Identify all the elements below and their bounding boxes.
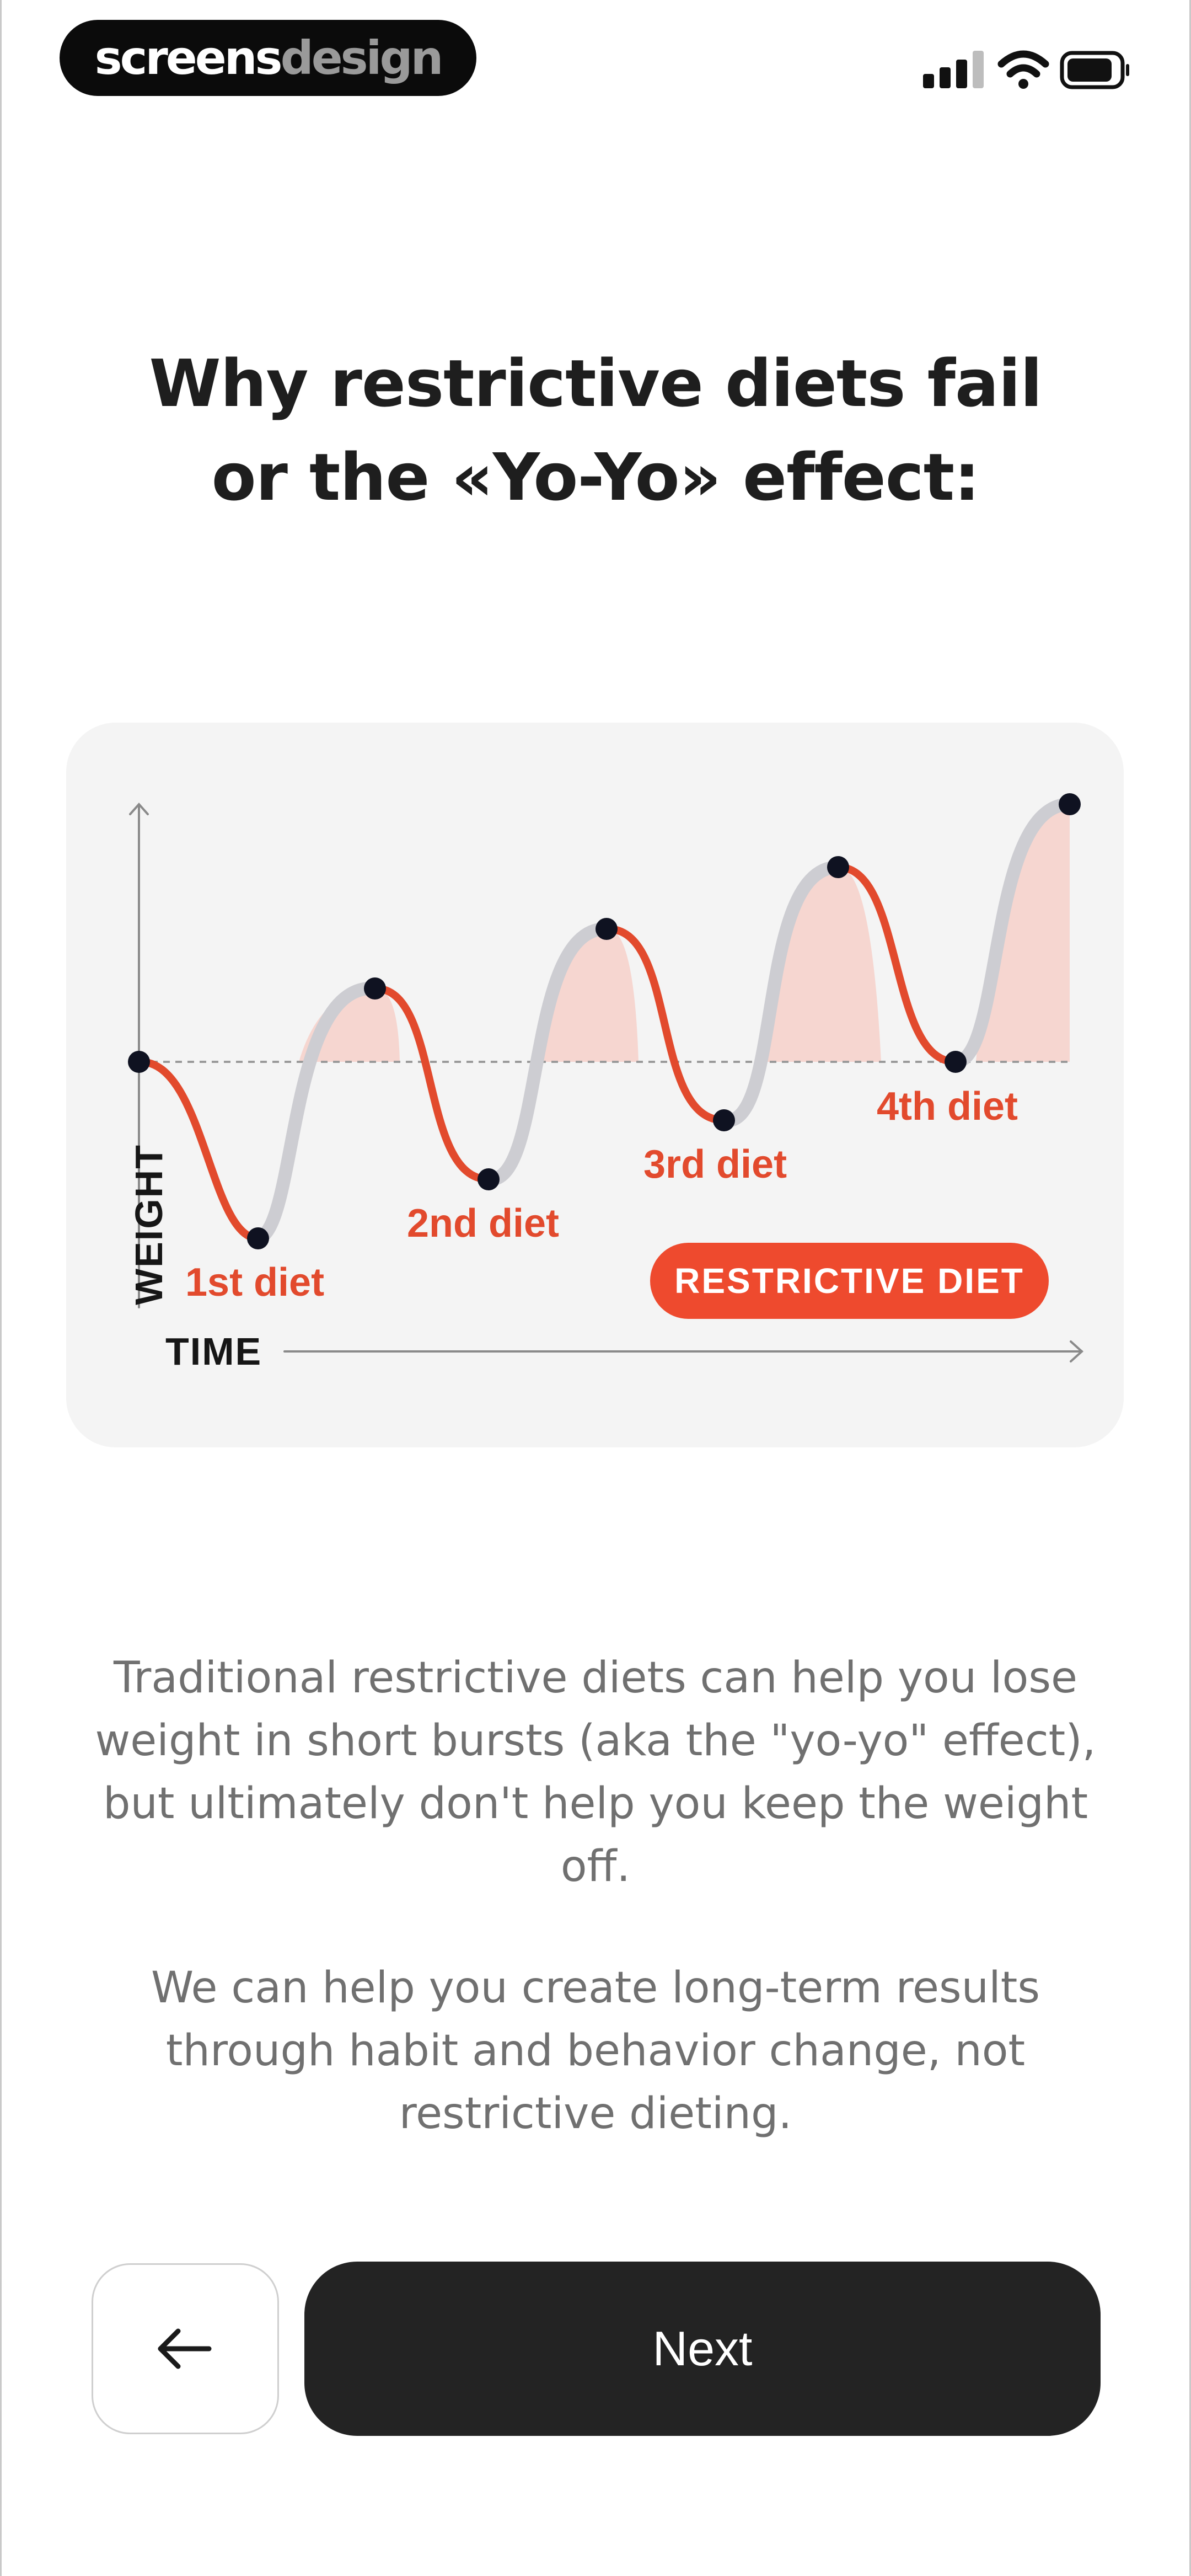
title-line-2: or the «Yo-Yo» effect: bbox=[211, 439, 980, 515]
page-title: Why restrictive diets fail or the «Yo-Yo… bbox=[0, 336, 1191, 524]
diet-label-2: 2nd diet bbox=[407, 1201, 560, 1246]
diet-curves bbox=[135, 863, 959, 1242]
status-icons bbox=[923, 50, 1129, 89]
y-axis-label: WEIGHT bbox=[127, 1144, 170, 1305]
body-paragraph-2: We can help you create long-term results… bbox=[151, 1963, 1040, 2139]
restrictive-diet-badge: RESTRICTIVE DIET bbox=[650, 1243, 1049, 1319]
frame-edge-right bbox=[1189, 0, 1191, 2576]
brand-text-screens: screens bbox=[94, 31, 283, 85]
yo-yo-chart-card: WEIGHT TIME 1st diet 2nd diet 3rd diet 4… bbox=[66, 723, 1124, 1447]
rebound-curves bbox=[251, 798, 1076, 1245]
x-axis-label: TIME bbox=[165, 1330, 262, 1373]
diet-label-4: 4th diet bbox=[877, 1084, 1018, 1129]
signal-icon bbox=[923, 51, 984, 88]
diet-label-1: 1st diet bbox=[185, 1260, 325, 1305]
brand-logo: screens design bbox=[60, 20, 476, 96]
arrow-left-icon bbox=[158, 2328, 212, 2369]
next-button[interactable]: Next bbox=[304, 2262, 1101, 2436]
title-line-1: Why restrictive diets fail bbox=[149, 345, 1042, 421]
chart-points bbox=[128, 793, 1081, 1249]
diet-label-3: 3rd diet bbox=[643, 1142, 787, 1187]
yo-yo-chart bbox=[128, 793, 1083, 1362]
brand-text-design: design bbox=[280, 31, 444, 85]
body-paragraph-1: Traditional restrictive diets can help y… bbox=[95, 1653, 1096, 1891]
back-button[interactable] bbox=[92, 2263, 279, 2434]
frame-edge-left bbox=[0, 0, 2, 2576]
wifi-icon bbox=[997, 50, 1049, 89]
battery-icon bbox=[1060, 51, 1129, 89]
